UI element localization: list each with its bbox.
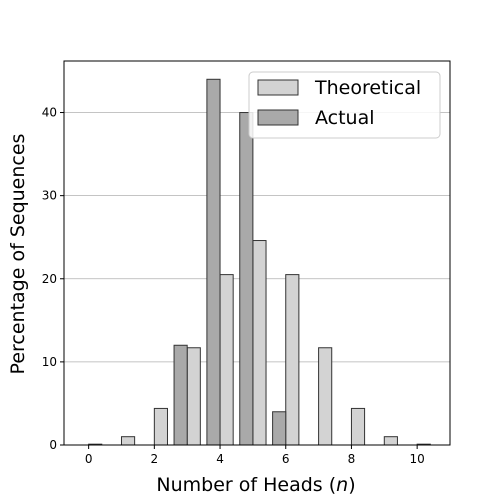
legend-swatch-theoretical: [257, 79, 299, 96]
x-axis-label: Number of Heads (n): [156, 474, 355, 496]
bar-theoretical: [153, 407, 168, 446]
x-axis-label-close: ): [348, 474, 355, 496]
plot-frame: [63, 60, 451, 446]
bar-theoretical: [350, 407, 366, 446]
legend: Theoretical Actual: [248, 71, 441, 139]
x-tick-label: 4: [216, 452, 224, 466]
y-tick-label: 30: [42, 189, 57, 203]
x-axis-label-text: Number of Heads (: [156, 474, 336, 496]
y-tick-label: 20: [42, 272, 57, 286]
bar-actual: [173, 344, 188, 446]
y-axis-label: Percentage of Sequences: [7, 134, 29, 375]
bar-actual: [239, 112, 254, 446]
x-tick-label: 6: [282, 452, 290, 466]
bar-theoretical: [285, 274, 300, 446]
bar-theoretical: [186, 347, 201, 446]
axis-layer: 0 2 4 6 8 10 0 10 20 30 40: [42, 60, 451, 466]
legend-label-actual: Actual: [315, 107, 375, 129]
bar-actual: [206, 78, 221, 446]
bar-theoretical: [219, 274, 234, 446]
x-tick-label: 10: [410, 452, 425, 466]
x-tick-label: 2: [151, 452, 159, 466]
legend-swatch-actual: [257, 109, 299, 126]
bar-theoretical: [318, 347, 333, 446]
x-axis-label-variable: n: [336, 474, 348, 496]
bar-theoretical: [383, 436, 398, 446]
bar-layer: [88, 78, 431, 446]
bar-theoretical: [252, 240, 267, 446]
bar-actual: [272, 411, 287, 446]
y-tick-label: 0: [49, 438, 57, 452]
y-tick-label: 10: [42, 355, 57, 369]
bar-theoretical: [120, 436, 136, 446]
x-tick-label: 0: [85, 452, 93, 466]
y-tick-label: 40: [42, 106, 57, 120]
x-tick-label: 8: [348, 452, 356, 466]
legend-label-theoretical: Theoretical: [314, 77, 421, 99]
